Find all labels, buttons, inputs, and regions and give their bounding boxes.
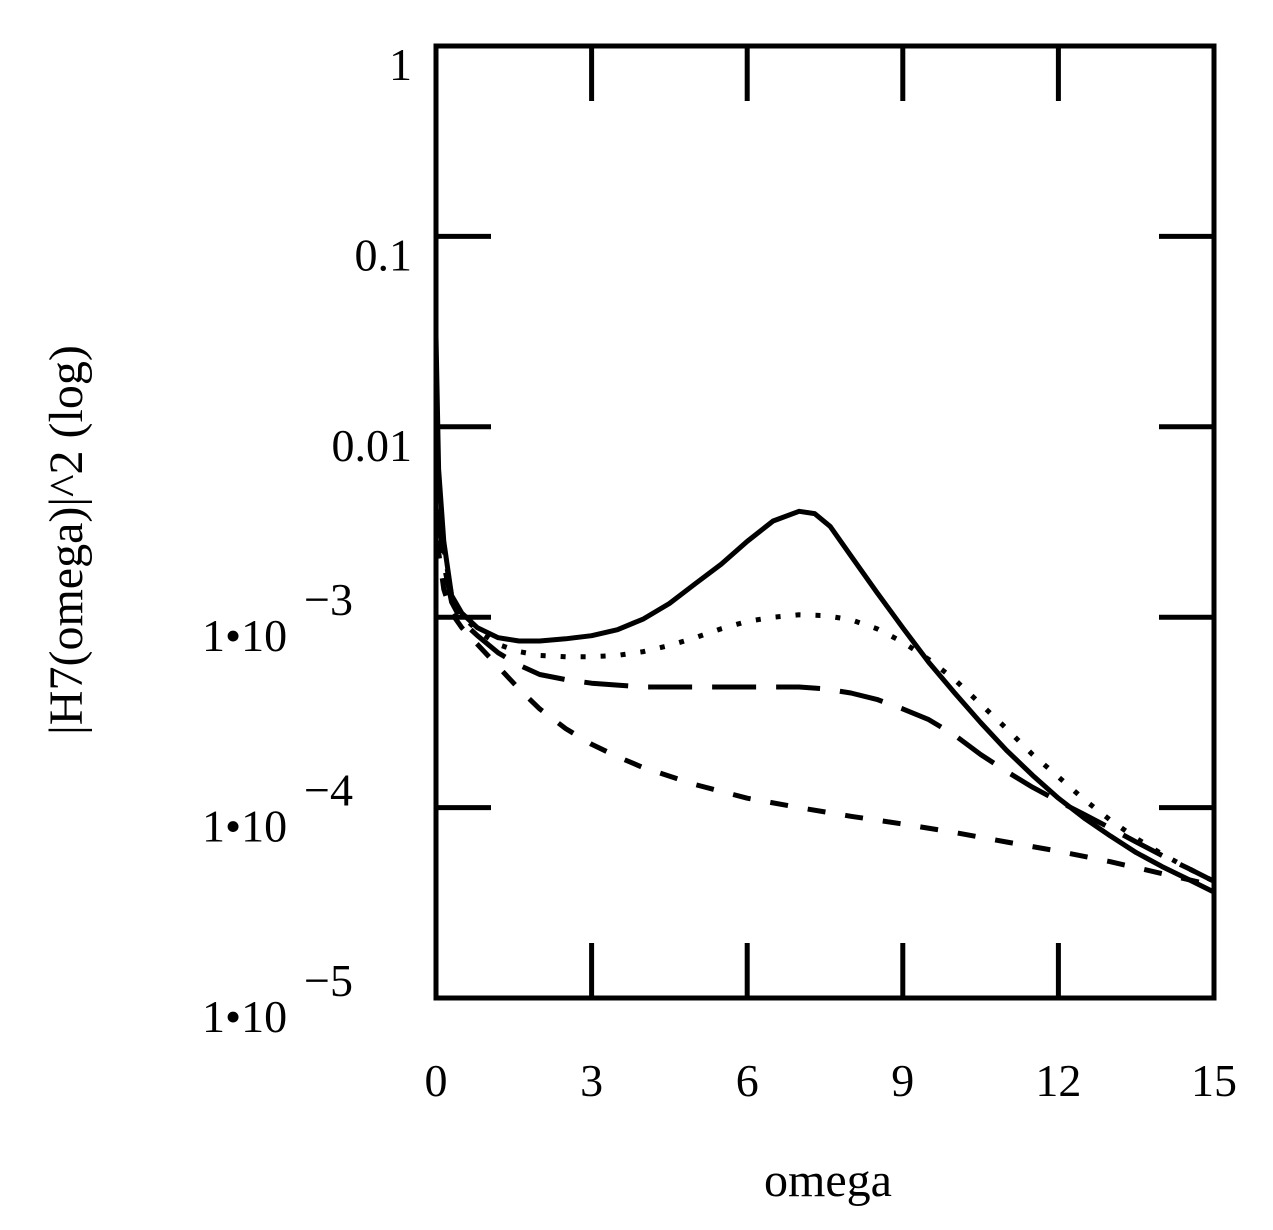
series-line-dotted [433, 369, 1216, 884]
series-line-long-dash [433, 445, 1216, 884]
x-tick-label: 3 [580, 1055, 603, 1106]
y-tick-label: 0.1 [355, 229, 413, 280]
x-tick-labels: 0 3 6 9 12 15 [425, 1055, 1238, 1106]
series-line-solid [433, 335, 1216, 895]
x-tick-label: 0 [425, 1055, 448, 1106]
y-tick-exponent: −3 [304, 574, 353, 625]
x-tick-label: 12 [1035, 1055, 1081, 1106]
x-tick-label: 9 [891, 1055, 914, 1106]
y-tick-exponent: −5 [304, 955, 353, 1006]
y-tick-label: 1•10 [202, 610, 287, 661]
y-tick-label: 1 [389, 39, 412, 90]
x-axis-label: omega [764, 1154, 892, 1207]
x-tick-label: 6 [736, 1055, 759, 1106]
y-tick-label: 1•10 [202, 991, 287, 1042]
x-tick-label: 15 [1191, 1055, 1237, 1106]
y-tick-labels: 1 0.1 0.01 1•10 −3 1•10 −4 1•10 −5 [202, 39, 412, 1042]
plot-frame [433, 43, 1217, 1001]
y-tick-label: 0.01 [332, 420, 413, 471]
y-tick-label: 1•10 [202, 801, 287, 852]
y-axis-label: |H7(omega)|^2 (log) [40, 345, 93, 735]
series-layer [433, 335, 1216, 895]
series-line-short-dash [433, 502, 1215, 888]
ticks-layer [436, 46, 1214, 998]
y-tick-exponent: −4 [304, 765, 353, 816]
